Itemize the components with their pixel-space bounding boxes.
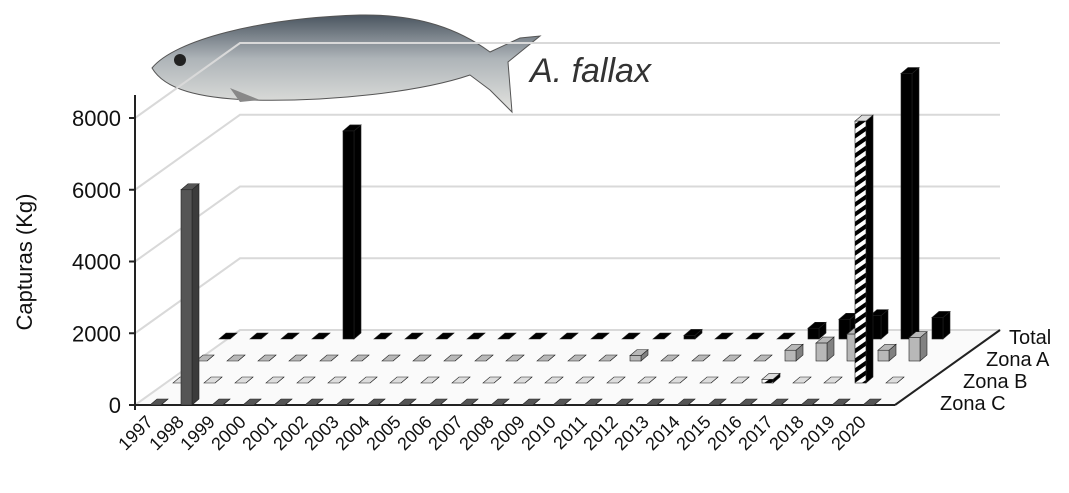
x-tick-label: 2010	[517, 412, 559, 454]
x-tick-label: 2000	[207, 412, 249, 454]
bar	[932, 317, 943, 339]
x-tick-label: 2019	[796, 412, 838, 454]
legend-label: Zona B	[963, 371, 1027, 393]
x-tick-label: 2014	[641, 412, 683, 454]
bar-side	[192, 184, 199, 405]
bar	[909, 338, 920, 361]
bar-side	[912, 68, 919, 339]
x-tick-label: 1999	[176, 412, 218, 454]
x-tick-label: 2018	[765, 412, 807, 454]
bar	[816, 343, 827, 361]
bar-3d	[343, 125, 361, 339]
bar-3d	[901, 68, 919, 339]
legend-label: Total	[1009, 327, 1051, 349]
bar	[785, 350, 796, 361]
bar-3d	[909, 332, 927, 361]
y-tick-label: 4000	[72, 250, 121, 275]
x-tick-label: 2020	[827, 412, 869, 454]
x-tick-label: 1998	[145, 412, 187, 454]
bar-3d	[932, 311, 950, 339]
y-tick-label: 0	[109, 393, 121, 418]
bar-side	[866, 115, 873, 383]
bar	[343, 131, 354, 339]
x-tick-label: 2003	[300, 412, 342, 454]
bar-3d	[181, 184, 199, 405]
bar	[878, 350, 889, 361]
y-tick-label: 2000	[72, 321, 121, 346]
legend-label: Zona A	[986, 349, 1050, 371]
x-tick-label: 1997	[114, 412, 156, 454]
x-tick-label: 2004	[331, 412, 373, 454]
x-tick-label: 2017	[734, 412, 776, 454]
bar-side	[354, 125, 361, 339]
x-tick-label: 2016	[703, 412, 745, 454]
chart: A. fallax Capturas (Kg) 0 2000 4000 6000 800…	[0, 0, 1069, 488]
x-tick-label: 2012	[579, 412, 621, 454]
x-tick-label: 2013	[610, 412, 652, 454]
bar	[181, 190, 192, 405]
y-axis-label: Capturas (Kg)	[12, 194, 37, 331]
bar	[630, 356, 641, 361]
x-tick-label: 2002	[269, 412, 311, 454]
bar	[684, 335, 695, 339]
x-tick-label: 2015	[672, 412, 714, 454]
bar	[762, 379, 773, 383]
x-tick-label: 2007	[424, 412, 466, 454]
y-tick-label: 8000	[72, 106, 121, 131]
x-tick-label: 2006	[393, 412, 435, 454]
bar-3d	[855, 115, 873, 383]
bar	[901, 74, 912, 339]
y-tick-label: 6000	[72, 178, 121, 203]
bar	[855, 121, 866, 383]
legend-label: Zona C	[940, 393, 1006, 415]
x-tick-label: 2005	[362, 412, 404, 454]
bar	[808, 328, 819, 339]
x-tick-label: 2001	[238, 412, 280, 454]
x-tick-label: 2009	[486, 412, 528, 454]
x-tick-label: 2008	[455, 412, 497, 454]
bar-3d	[816, 337, 834, 361]
chart-title: A. fallax	[528, 52, 652, 90]
x-tick-label: 2011	[549, 412, 591, 454]
